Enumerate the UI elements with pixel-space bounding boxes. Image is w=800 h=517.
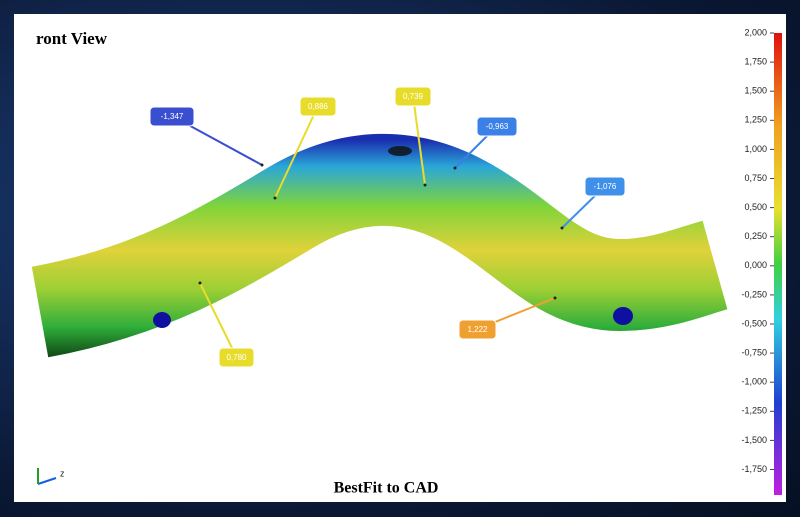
leader-point — [553, 296, 557, 300]
scale-label: -1,500 — [741, 435, 767, 445]
axis-z — [37, 477, 57, 485]
scale-label: 0,500 — [744, 202, 767, 212]
scale-label: 2,000 — [744, 27, 767, 37]
scale-label: 1,500 — [744, 86, 767, 96]
leader-point — [260, 163, 264, 167]
scale-label: 0,750 — [744, 173, 767, 183]
callout-label: 0,886 — [308, 102, 329, 111]
leader-point — [273, 196, 277, 200]
color-bar — [774, 33, 782, 495]
callout-box — [149, 106, 195, 127]
scale-label: -0,250 — [741, 289, 767, 299]
callout-box — [584, 176, 626, 197]
callout-box — [394, 86, 432, 107]
scale-label: 0,000 — [744, 260, 767, 270]
scale-label: 1,750 — [744, 56, 767, 66]
callout-label: -1,347 — [161, 112, 184, 121]
leader-line — [274, 105, 319, 199]
callout-box — [218, 347, 255, 368]
pipe — [31, 133, 728, 358]
scale-label: -1,750 — [741, 464, 767, 474]
callout-label: 1,222 — [467, 325, 488, 334]
callout-box — [458, 319, 497, 340]
leader-point — [453, 166, 457, 170]
hole — [388, 146, 412, 156]
scale-label: 1,000 — [744, 144, 767, 154]
view-title: ront View — [36, 29, 108, 48]
caption: BestFit to CAD — [334, 480, 439, 497]
hole — [153, 312, 171, 328]
scale-label: 1,250 — [744, 115, 767, 125]
scale-label: 0,250 — [744, 231, 767, 241]
leader-point — [198, 281, 202, 285]
axis-label: z — [60, 468, 65, 478]
hole — [613, 307, 633, 325]
leader-line — [199, 282, 238, 358]
callout-label: 0,739 — [403, 92, 424, 101]
leader-line — [412, 95, 426, 186]
callout-label: -1,076 — [594, 182, 617, 191]
callout-box — [299, 96, 337, 117]
scale-label: -1,250 — [741, 406, 767, 416]
scale-label: -0,750 — [741, 347, 767, 357]
scale-label: -1,000 — [741, 377, 767, 387]
scale-label: -0,500 — [741, 318, 767, 328]
callout-box — [476, 116, 518, 137]
leader-point — [423, 183, 427, 187]
leader-point — [560, 226, 564, 230]
callout-label: -0,963 — [486, 122, 509, 131]
callout-label: 0,780 — [226, 353, 247, 362]
